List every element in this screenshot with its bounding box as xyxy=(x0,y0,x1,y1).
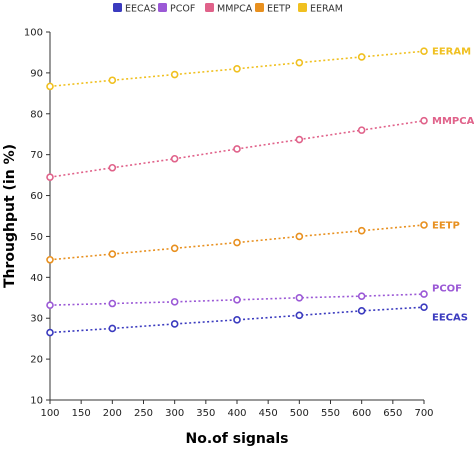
y-tick-label: 40 xyxy=(30,273,43,284)
x-tick-label: 550 xyxy=(321,408,340,419)
data-point-pcof xyxy=(108,299,117,308)
legend-label-eecas: EECAS xyxy=(125,4,156,15)
x-tick-label: 200 xyxy=(103,408,122,419)
y-tick-label: 80 xyxy=(30,109,43,120)
x-tick-label: 600 xyxy=(352,408,371,419)
data-point-eeram xyxy=(108,76,117,85)
data-point-eeram xyxy=(295,58,304,67)
data-point-mmpca xyxy=(170,154,179,163)
data-point-mmpca xyxy=(420,116,428,125)
y-axis-title: Throughput (in %) xyxy=(2,144,18,288)
data-point-eecas xyxy=(420,303,428,311)
axes xyxy=(49,32,424,401)
data-point-pcof xyxy=(170,298,179,306)
data-point-mmpca xyxy=(295,135,304,144)
end-label-mmpca: MMPCA xyxy=(432,116,474,127)
legend-swatch-eecas xyxy=(113,3,122,12)
data-point-eecas xyxy=(233,316,241,324)
y-tick-label: 30 xyxy=(30,314,43,325)
legend-swatch-pcof xyxy=(158,3,167,12)
end-label-pcof: PCOF xyxy=(432,284,462,295)
data-point-mmpca xyxy=(233,145,241,153)
data-point-eecas xyxy=(295,311,304,320)
x-tick-label: 150 xyxy=(72,408,91,419)
data-point-pcof xyxy=(46,301,54,309)
y-tick-label: 10 xyxy=(30,396,43,407)
x-ticks: 100 150 200 250 300 350 400 450 500 550 600 650 700 xyxy=(40,400,434,419)
data-point-eeram xyxy=(420,47,428,56)
data-point-mmpca xyxy=(108,163,117,172)
x-tick-label: 650 xyxy=(383,408,402,419)
data-point-pcof xyxy=(357,292,366,300)
y-tick-label: 60 xyxy=(30,191,43,202)
y-ticks: 10 20 30 40 50 60 70 80 90 100 xyxy=(24,28,50,407)
data-point-eetp xyxy=(233,238,241,247)
legend-label-pcof: PCOF xyxy=(170,4,195,15)
data-point-mmpca xyxy=(357,126,366,134)
y-tick-label: 90 xyxy=(30,68,43,79)
legend-swatch-mmpca xyxy=(205,3,214,12)
x-tick-label: 250 xyxy=(134,408,153,419)
data-point-eetp xyxy=(46,255,54,264)
legend-swatch-eeram xyxy=(298,3,307,12)
data-point-pcof xyxy=(233,296,241,304)
x-tick-label: 700 xyxy=(414,408,433,419)
data-point-eetp xyxy=(357,226,366,235)
data-point-eetp xyxy=(295,232,304,241)
data-point-mmpca xyxy=(46,173,54,181)
data-point-eeram xyxy=(170,70,179,79)
x-tick-label: 450 xyxy=(259,408,278,419)
series-group xyxy=(46,47,428,337)
data-point-pcof xyxy=(295,293,304,302)
end-labels: EECAS PCOF MMPCA EETP EERAM xyxy=(432,47,474,324)
x-tick-label: 300 xyxy=(165,408,184,419)
data-point-eecas xyxy=(170,320,179,328)
y-tick-label: 100 xyxy=(24,28,43,39)
data-point-eeram xyxy=(233,65,241,73)
end-label-eecas: EECAS xyxy=(432,313,468,324)
y-tick-label: 20 xyxy=(30,355,43,366)
legend-label-eetp: EETP xyxy=(267,4,291,15)
data-point-eeram xyxy=(46,82,54,91)
data-point-eeram xyxy=(357,53,366,61)
end-label-eeram: EERAM xyxy=(432,47,471,58)
data-point-eetp xyxy=(170,244,179,253)
x-axis-title: No.of signals xyxy=(186,431,289,447)
x-tick-label: 100 xyxy=(40,408,59,419)
legend-label-mmpca: MMPCA xyxy=(217,4,253,15)
data-point-eetp xyxy=(108,250,117,258)
x-tick-label: 350 xyxy=(196,408,215,419)
data-point-eecas xyxy=(108,324,117,333)
legend-label-eeram: EERAM xyxy=(310,4,343,15)
x-tick-label: 500 xyxy=(290,408,309,419)
y-tick-label: 70 xyxy=(30,150,43,161)
legend-swatch-eetp xyxy=(255,3,264,12)
y-tick-label: 50 xyxy=(30,232,43,243)
end-label-eetp: EETP xyxy=(432,220,460,231)
data-point-eecas xyxy=(46,328,54,337)
data-point-eetp xyxy=(420,221,428,229)
x-tick-label: 400 xyxy=(227,408,246,419)
data-point-eecas xyxy=(357,307,366,315)
data-point-pcof xyxy=(420,290,428,298)
legend: EECAS PCOF MMPCA EETP EERAM xyxy=(113,3,343,15)
